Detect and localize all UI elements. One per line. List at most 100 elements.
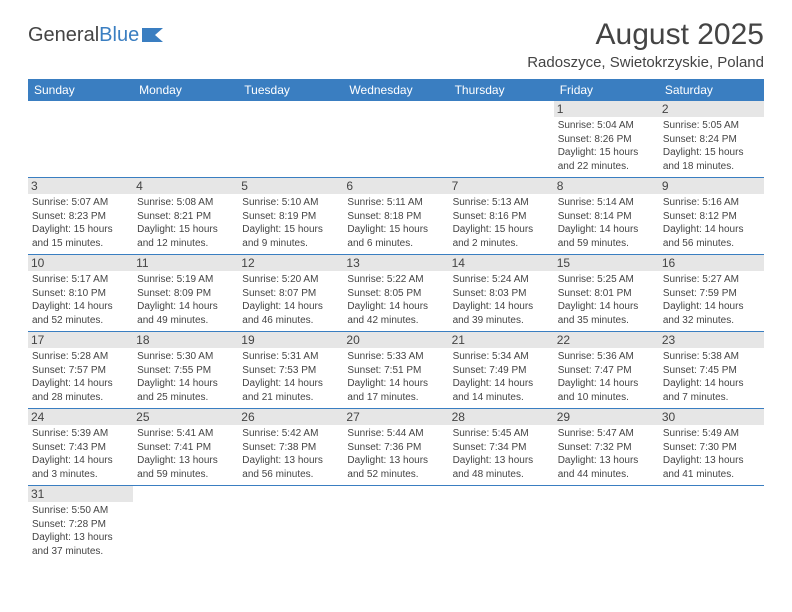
day-number: 23 [659, 332, 764, 348]
daylight-text: Daylight: 15 hours and 22 minutes. [558, 146, 655, 173]
weekday-header: Saturday [659, 79, 764, 101]
month-title: August 2025 [527, 18, 764, 52]
sunset-text: Sunset: 7:41 PM [137, 441, 234, 455]
logo-text-1: General [28, 24, 99, 47]
calendar-cell: 31 Sunrise: 5:50 AMSunset: 7:28 PMDayligh… [28, 486, 133, 563]
sunset-text: Sunset: 7:38 PM [242, 441, 339, 455]
daylight-text: Daylight: 14 hours and 21 minutes. [242, 377, 339, 404]
day-number: 2 [659, 101, 764, 117]
day-details: Sunrise: 5:10 AMSunset: 8:19 PMDaylight:… [242, 196, 339, 250]
day-number: 21 [449, 332, 554, 348]
day-number: 22 [554, 332, 659, 348]
day-number: 6 [343, 178, 448, 194]
sunrise-text: Sunrise: 5:36 AM [558, 350, 655, 364]
day-details: Sunrise: 5:34 AMSunset: 7:49 PMDaylight:… [453, 350, 550, 404]
calendar-cell: 8 Sunrise: 5:14 AMSunset: 8:14 PMDaylight… [554, 178, 659, 255]
weekday-header: Wednesday [343, 79, 448, 101]
sunset-text: Sunset: 7:53 PM [242, 364, 339, 378]
calendar-cell: 7Sunrise: 5:13 AMSunset: 8:16 PMDaylight… [449, 178, 554, 255]
sunrise-text: Sunrise: 5:39 AM [32, 427, 129, 441]
daylight-text: Daylight: 14 hours and 52 minutes. [32, 300, 129, 327]
daylight-text: Daylight: 14 hours and 7 minutes. [663, 377, 760, 404]
logo-text-2: Blue [99, 24, 139, 47]
page-header: GeneralBlue August 2025 Radoszyce, Swiet… [28, 18, 764, 71]
daylight-text: Daylight: 13 hours and 48 minutes. [453, 454, 550, 481]
sunset-text: Sunset: 7:28 PM [32, 518, 129, 532]
daylight-text: Daylight: 14 hours and 46 minutes. [242, 300, 339, 327]
daylight-text: Daylight: 14 hours and 42 minutes. [347, 300, 444, 327]
calendar-table: Sunday Monday Tuesday Wednesday Thursday… [28, 79, 764, 562]
calendar-cell [238, 101, 343, 178]
daylight-text: Daylight: 13 hours and 41 minutes. [663, 454, 760, 481]
calendar-cell: 16Sunrise: 5:27 AMSunset: 7:59 PMDayligh… [659, 255, 764, 332]
sunrise-text: Sunrise: 5:28 AM [32, 350, 129, 364]
day-details: Sunrise: 5:50 AMSunset: 7:28 PMDaylight:… [32, 504, 129, 558]
daylight-text: Daylight: 14 hours and 17 minutes. [347, 377, 444, 404]
day-details: Sunrise: 5:08 AMSunset: 8:21 PMDaylight:… [137, 196, 234, 250]
calendar-cell [449, 101, 554, 178]
sunrise-text: Sunrise: 5:24 AM [453, 273, 550, 287]
calendar-cell: 12Sunrise: 5:20 AMSunset: 8:07 PMDayligh… [238, 255, 343, 332]
daylight-text: Daylight: 13 hours and 37 minutes. [32, 531, 129, 558]
day-details: Sunrise: 5:14 AMSunset: 8:14 PMDaylight:… [558, 196, 655, 250]
day-details: Sunrise: 5:45 AMSunset: 7:34 PMDaylight:… [453, 427, 550, 481]
day-details: Sunrise: 5:11 AMSunset: 8:18 PMDaylight:… [347, 196, 444, 250]
sunset-text: Sunset: 8:10 PM [32, 287, 129, 301]
sunset-text: Sunset: 7:57 PM [32, 364, 129, 378]
sunrise-text: Sunrise: 5:22 AM [347, 273, 444, 287]
daylight-text: Daylight: 13 hours and 59 minutes. [137, 454, 234, 481]
day-number: 20 [343, 332, 448, 348]
daylight-text: Daylight: 13 hours and 52 minutes. [347, 454, 444, 481]
day-number: 7 [449, 178, 554, 194]
calendar-cell: 14Sunrise: 5:24 AMSunset: 8:03 PMDayligh… [449, 255, 554, 332]
calendar-cell: 1Sunrise: 5:04 AMSunset: 8:26 PMDaylight… [554, 101, 659, 178]
calendar-cell: 6 Sunrise: 5:11 AMSunset: 8:18 PMDaylight… [343, 178, 448, 255]
sunrise-text: Sunrise: 5:49 AM [663, 427, 760, 441]
weekday-header-row: Sunday Monday Tuesday Wednesday Thursday… [28, 79, 764, 101]
calendar-cell: 3Sunrise: 5:07 AMSunset: 8:23 PMDaylight… [28, 178, 133, 255]
sunrise-text: Sunrise: 5:16 AM [663, 196, 760, 210]
day-number: 31 [28, 486, 133, 502]
logo: GeneralBlue [28, 24, 167, 47]
daylight-text: Daylight: 14 hours and 3 minutes. [32, 454, 129, 481]
day-details: Sunrise: 5:30 AMSunset: 7:55 PMDaylight:… [137, 350, 234, 404]
calendar-cell: 11Sunrise: 5:19 AMSunset: 8:09 PMDayligh… [133, 255, 238, 332]
day-details: Sunrise: 5:39 AMSunset: 7:43 PMDaylight:… [32, 427, 129, 481]
calendar-cell: 30Sunrise: 5:49 AMSunset: 7:30 PMDayligh… [659, 409, 764, 486]
sunset-text: Sunset: 7:47 PM [558, 364, 655, 378]
sunrise-text: Sunrise: 5:10 AM [242, 196, 339, 210]
day-number: 13 [343, 255, 448, 271]
sunrise-text: Sunrise: 5:17 AM [32, 273, 129, 287]
day-number: 5 [238, 178, 343, 194]
calendar-cell: 5 Sunrise: 5:10 AMSunset: 8:19 PMDaylight… [238, 178, 343, 255]
sunset-text: Sunset: 8:24 PM [663, 133, 760, 147]
sunrise-text: Sunrise: 5:50 AM [32, 504, 129, 518]
day-number: 4 [133, 178, 238, 194]
daylight-text: Daylight: 15 hours and 15 minutes. [32, 223, 129, 250]
calendar-week-row: 17Sunrise: 5:28 AMSunset: 7:57 PMDayligh… [28, 332, 764, 409]
daylight-text: Daylight: 14 hours and 10 minutes. [558, 377, 655, 404]
title-block: August 2025 Radoszyce, Swietokrzyskie, P… [527, 18, 764, 71]
calendar-cell [343, 101, 448, 178]
weekday-header: Thursday [449, 79, 554, 101]
day-details: Sunrise: 5:22 AMSunset: 8:05 PMDaylight:… [347, 273, 444, 327]
calendar-cell: 29Sunrise: 5:47 AMSunset: 7:32 PMDayligh… [554, 409, 659, 486]
logo-flag-icon [141, 26, 167, 44]
day-number: 27 [343, 409, 448, 425]
sunset-text: Sunset: 7:55 PM [137, 364, 234, 378]
calendar-cell: 26Sunrise: 5:42 AMSunset: 7:38 PMDayligh… [238, 409, 343, 486]
sunset-text: Sunset: 7:34 PM [453, 441, 550, 455]
day-number: 18 [133, 332, 238, 348]
sunset-text: Sunset: 7:32 PM [558, 441, 655, 455]
sunrise-text: Sunrise: 5:08 AM [137, 196, 234, 210]
day-number: 19 [238, 332, 343, 348]
calendar-cell: 17Sunrise: 5:28 AMSunset: 7:57 PMDayligh… [28, 332, 133, 409]
sunrise-text: Sunrise: 5:04 AM [558, 119, 655, 133]
calendar-cell: 27Sunrise: 5:44 AMSunset: 7:36 PMDayligh… [343, 409, 448, 486]
calendar-cell: 13 Sunrise: 5:22 AMSunset: 8:05 PMDayligh… [343, 255, 448, 332]
day-number: 3 [28, 178, 133, 194]
calendar-cell: 22 Sunrise: 5:36 AMSunset: 7:47 PMDayligh… [554, 332, 659, 409]
sunrise-text: Sunrise: 5:31 AM [242, 350, 339, 364]
day-number: 8 [554, 178, 659, 194]
day-details: Sunrise: 5:19 AMSunset: 8:09 PMDaylight:… [137, 273, 234, 327]
